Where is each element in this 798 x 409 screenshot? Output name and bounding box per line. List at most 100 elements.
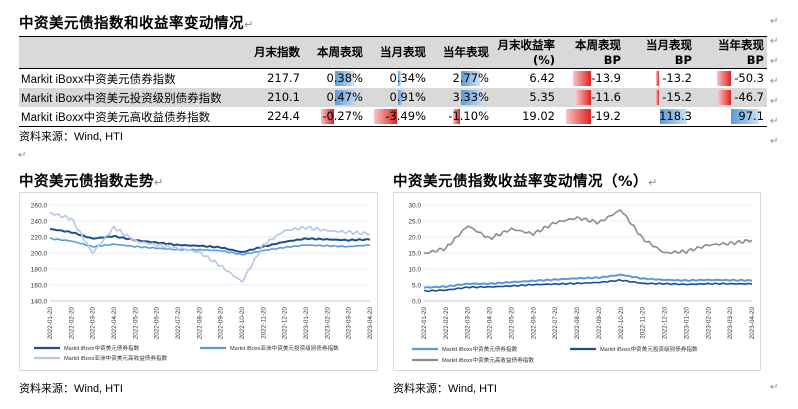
paragraph-mark: ↵ — [770, 136, 779, 147]
paragraph-mark: ↵ — [770, 116, 779, 127]
table-cell: 3.33% — [429, 88, 492, 107]
cell-value: 0.34% — [389, 71, 426, 85]
x-tick-label: 2022-10-20 — [618, 307, 625, 340]
header-month-end-index: 月末指数 — [254, 45, 300, 59]
source-value: Wind, HTI — [448, 383, 497, 395]
data-bar — [575, 90, 591, 105]
y-tick-label: 220.0 — [31, 235, 48, 242]
cell-value: 0.38% — [326, 71, 363, 85]
x-tick-label: 2022-02-20 — [443, 307, 450, 340]
data-bar — [460, 71, 481, 86]
table-title-text: 中资美元债指数和收益率变动情况 — [19, 16, 244, 32]
chart1-svg: 140.0 160.0 180.0 200.0 220.0 240.0 260.0 2022-… — [31, 203, 374, 363]
chart1-source: 资料来源：Wind, HTI — [19, 380, 123, 396]
source-value: Wind, HTI — [74, 131, 123, 143]
data-bar — [655, 90, 660, 105]
x-tick-label: 2022-11-20 — [640, 307, 647, 339]
header-blank — [19, 37, 243, 69]
table-cell: 0.38% — [303, 69, 366, 89]
table-cell: 0.91% — [366, 88, 429, 107]
x-tick-label: 2022-08-20 — [574, 307, 581, 340]
series-line — [423, 279, 753, 293]
table-cell: 0.34% — [366, 69, 429, 89]
data-bar — [717, 90, 731, 105]
x-tick-label: 2022-09-20 — [596, 307, 603, 340]
row-name-latin: Markit iBoxx — [21, 73, 84, 86]
legend-label: Markit iBoxx亚洲中资美元投资级别债券指数 — [230, 344, 339, 352]
x-tick-label: 2022-03-20 — [90, 307, 97, 340]
legend-label: Markit iBoxx中资美元债券指数 — [64, 344, 140, 352]
x-tick-label: 2022-02-20 — [68, 307, 75, 340]
data-bar — [572, 71, 591, 86]
y-tick-label: 140.0 — [31, 299, 48, 306]
table-cell: 118.3 — [624, 107, 695, 127]
table-cell: 19.02 — [492, 107, 558, 127]
data-bar — [320, 109, 335, 124]
x-tick-label: 2022-07-20 — [175, 307, 182, 340]
paragraph-mark: ↵ — [18, 150, 27, 161]
data-bar — [373, 109, 398, 124]
row-name-latin: Markit iBoxx — [21, 92, 84, 105]
cell-value: 217.7 — [267, 71, 300, 85]
cell-value: 3.33% — [452, 90, 489, 104]
paragraph-mark: ↵ — [154, 176, 164, 189]
data-bar — [452, 109, 461, 124]
cell-value: 0.91% — [389, 90, 426, 104]
chart2-title-text: 中资美元债指数收益率变动情况（%） — [393, 174, 649, 190]
header-month-bp: 当月表现 BP — [646, 37, 692, 67]
cell-value: -46.7 — [734, 90, 764, 104]
x-tick-label: 2022-10-20 — [239, 307, 246, 340]
x-tick-label: 2023-04-20 — [367, 307, 374, 340]
chart2-title: 中资美元债指数收益率变动情况（%）↵ — [393, 170, 658, 191]
cell-value: 0.47% — [326, 90, 363, 104]
series-line — [49, 228, 371, 253]
source-label: 资料来源： — [19, 130, 74, 143]
cell-value: 118.3 — [659, 109, 692, 123]
source-label: 资料来源： — [19, 382, 74, 395]
table-cell: -13.2 — [624, 69, 695, 89]
y-tick-label: 30.0 — [408, 203, 421, 210]
table-header-row: 月末指数 本周表现 当月表现 当年表现 月末收益率(%) 本周表现 BP 当月表… — [19, 36, 767, 69]
chart2-svg: 0.0 5.0 10.0 15.0 20.0 25.0 30.0 2022-01-20 2022… — [408, 203, 756, 365]
x-tick-label: 2022-01-20 — [421, 307, 428, 340]
row-name-cn: 中资美元债券指数 — [83, 71, 176, 86]
x-tick-label: 2022-05-20 — [508, 307, 515, 340]
cell-value: 210.1 — [267, 90, 300, 104]
x-tick-label: 2022-04-20 — [487, 307, 494, 340]
data-bar — [334, 71, 354, 86]
data-bar — [565, 109, 591, 124]
table-cell: 224.4 — [243, 107, 303, 127]
data-bar — [397, 71, 401, 86]
y-tick-label: 20.0 — [408, 235, 421, 242]
x-tick-label: 2023-03-20 — [346, 307, 353, 340]
table-cell: 5.35 — [492, 88, 558, 107]
row-name-latin: Markit iBoxx — [21, 111, 84, 124]
table-title: 中资美元债指数和收益率变动情况↵ — [19, 12, 254, 33]
legend-label: Markit iBoxx中资美元高收益债券指数 — [442, 356, 534, 364]
cell-value: 224.4 — [267, 109, 300, 123]
paragraph-mark: ↵ — [770, 16, 779, 27]
table-cell: -3.49% — [366, 107, 429, 127]
x-tick-label: 2022-12-20 — [662, 307, 669, 340]
x-tick-label: 2022-08-20 — [196, 307, 203, 340]
table-cell: -11.6 — [558, 88, 624, 107]
paragraph-mark: ↵ — [770, 96, 779, 107]
table-source: 资料来源：Wind, HTI — [19, 128, 123, 144]
data-bar — [659, 109, 687, 124]
header-month-perf: 当月表现 — [380, 45, 426, 59]
table-cell: 0.47% — [303, 88, 366, 107]
performance-table: 月末指数 本周表现 当月表现 当年表现 月末收益率(%) 本周表现 BP 当月表… — [19, 36, 767, 127]
y-tick-label: 5.0 — [412, 283, 421, 290]
y-tick-label: 160.0 — [31, 283, 48, 290]
x-tick-label: 2022-12-20 — [282, 307, 289, 340]
paragraph-mark: ↵ — [244, 18, 254, 31]
paragraph-mark: ↵ — [648, 176, 658, 189]
data-bar — [397, 90, 404, 105]
row-name-cn: 中资美元高收益债券指数 — [83, 109, 211, 124]
table-cell: 6.42 — [492, 69, 558, 89]
x-tick-label: 2022-05-20 — [132, 307, 139, 340]
series-line — [423, 273, 753, 289]
table-cell: 210.1 — [243, 88, 303, 107]
table-cell: 217.7 — [243, 69, 303, 89]
table-cell: -46.7 — [695, 88, 767, 107]
